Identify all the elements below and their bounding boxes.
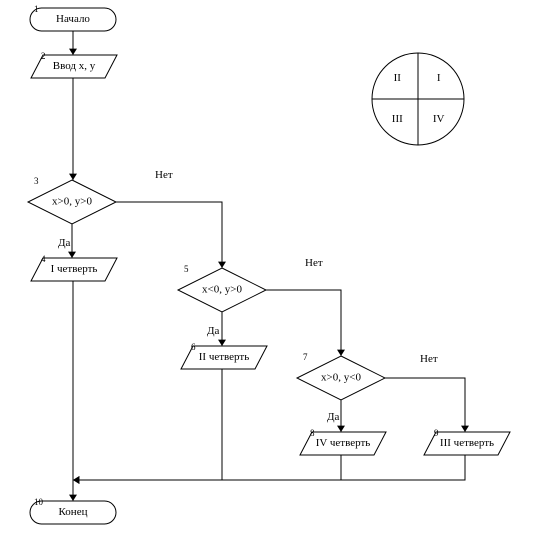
node-n4: I четверть 4 [31,254,117,281]
node-label: x<0, y>0 [202,284,242,296]
edge-label-no: Нет [305,257,323,269]
edge-label-no: Нет [155,169,173,181]
node-step-number: 1 [34,4,39,14]
edge-label-no: Нет [420,353,438,365]
edge-n9-merge [73,455,465,480]
node-n7: x>0, y<0 7 [297,352,385,400]
node-n1: Начало 1 [30,4,116,31]
node-n2: Ввод x, y 2 [31,51,117,78]
edge-n8-merge [73,455,341,480]
node-step-number: 6 [191,342,196,352]
quadrant-label-III: III [392,113,403,125]
edge-label-yes: Да [207,325,220,337]
node-n6: II четверть6 [181,342,267,369]
flowchart-canvas: Да Нет Да Нет Да Нет Начало 1 Ввод x, y 2 x>0, y>0… [0,0,560,539]
edge-label-yes: Да [327,411,340,423]
node-step-number: 2 [41,51,46,61]
flowchart-svg: Да Нет Да Нет Да Нет Начало 1 Ввод x, y 2 x>0, y>0… [0,0,560,539]
node-label: x>0, y<0 [321,372,361,384]
node-step-number: 7 [303,352,308,362]
node-label: x>0, y>0 [52,196,92,208]
node-label: Ввод x, y [53,60,96,72]
node-n5: x<0, y>0 5 [178,264,266,312]
node-label: III четверть [440,437,494,449]
node-n3: x>0, y>0 3 [28,176,116,224]
quadrant-label-II: II [394,72,402,84]
node-label: Начало [56,13,90,25]
edge-n5-n7 [266,290,341,356]
edge-label-yes: Да [58,237,71,249]
node-n8: IV четверть8 [300,428,386,455]
node-step-number: 4 [41,254,46,264]
edge-n3-n5 [116,202,222,268]
quadrant-label-I: I [437,72,441,84]
edge-n7-n9 [385,378,465,432]
node-step-number: 5 [184,264,189,274]
node-label: Конец [59,506,88,518]
node-step-number: 8 [310,428,315,438]
node-label: I четверть [51,263,98,275]
node-n9: III четверть9 [424,428,510,455]
node-step-number: 3 [34,176,39,186]
quadrant-circle: IIIIIIIV [372,53,464,145]
node-n10: Конец 10 [30,497,116,524]
quadrant-label-IV: IV [433,113,445,125]
node-step-number: 9 [434,428,439,438]
node-label: IV четверть [316,437,371,449]
node-step-number: 10 [34,497,44,507]
edge-n6-merge [73,369,222,480]
node-label: II четверть [199,351,250,363]
